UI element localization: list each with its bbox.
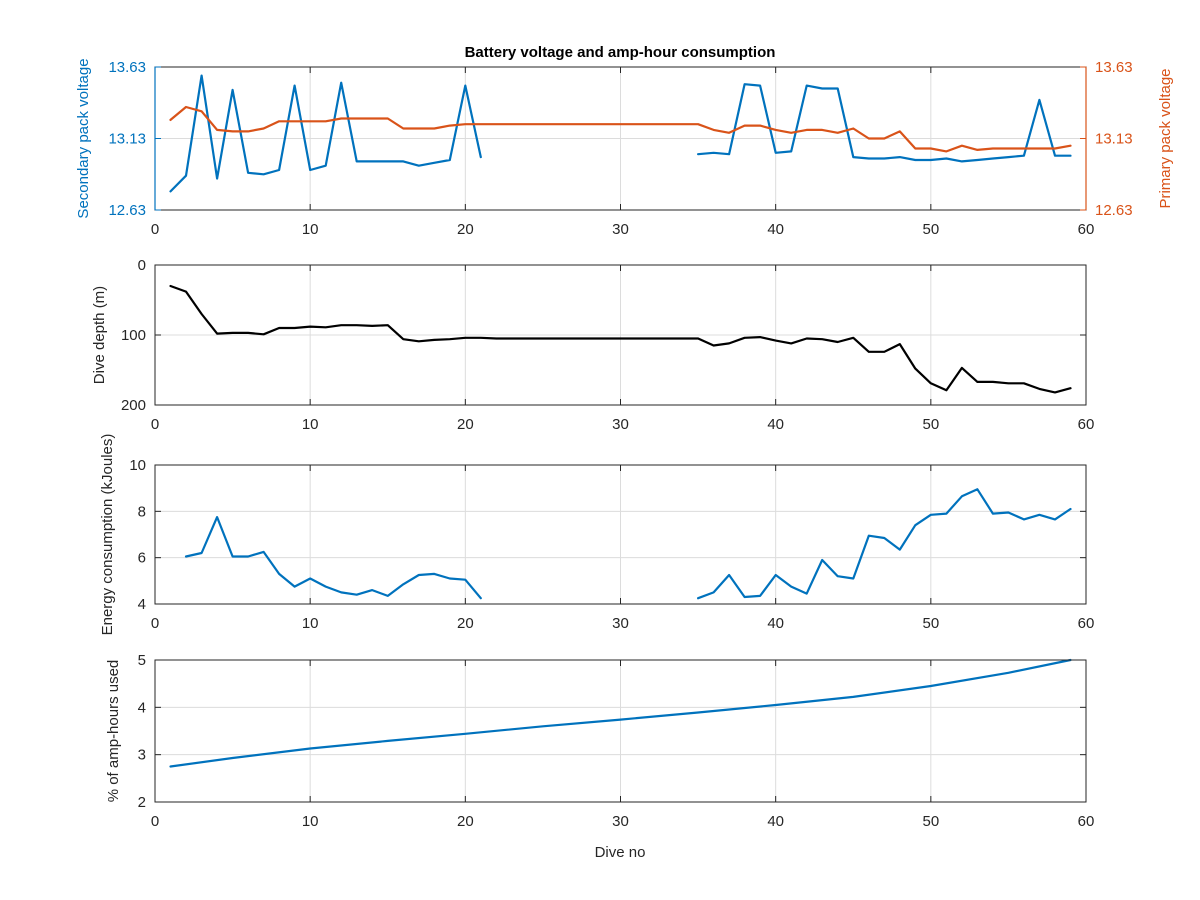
amphours-ytick-label-1: 3	[138, 747, 146, 764]
depth-ytick-label-2: 200	[121, 397, 146, 414]
amphours-xtick-label-1: 10	[302, 813, 319, 830]
depth-xtick-label-6: 60	[1078, 416, 1095, 433]
energy-ytick-label-3: 10	[129, 457, 146, 474]
depth-ytick-label-1: 100	[121, 327, 146, 344]
depth-y-axis-label: Dive depth (m)	[91, 286, 108, 384]
energy-xtick-label-3: 30	[612, 615, 629, 632]
energy-xtick-label-1: 10	[302, 615, 319, 632]
depth-xtick-label-0: 0	[151, 416, 159, 433]
amphours-xtick-label-2: 20	[457, 813, 474, 830]
amphours-series-0-line	[169, 658, 1072, 768]
energy-xtick-label-0: 0	[151, 615, 159, 632]
voltage-xtick-label-4: 40	[767, 221, 784, 238]
energy-xtick-label-2: 20	[457, 615, 474, 632]
amphours-xtick-label-4: 40	[767, 813, 784, 830]
voltage-xtick-label-1: 10	[302, 221, 319, 238]
depth-xtick-label-4: 40	[767, 416, 784, 433]
depth-panel: 0 10 20 30 40 50 60 0 100 200 Dive depth (m)	[91, 257, 1094, 433]
depth-series-0-line	[169, 284, 1072, 394]
voltage-ytick-label-2: 13.63	[108, 59, 146, 76]
amphours-panel: 0 10 20 30 40 50 60 2 3 4 5 % of amp-hours used	[105, 652, 1094, 830]
voltage-xtick-label-3: 30	[612, 221, 629, 238]
amphours-ytick-label-3: 5	[138, 652, 146, 669]
voltage-series-1-line	[169, 105, 1072, 153]
x-axis-label: Dive no	[595, 844, 646, 861]
voltage-ytick-right-label-2: 13.63	[1095, 59, 1133, 76]
energy-xtick-label-4: 40	[767, 615, 784, 632]
depth-xtick-label-3: 30	[612, 416, 629, 433]
depth-xtick-label-5: 50	[922, 416, 939, 433]
energy-series-0-line	[184, 488, 1072, 600]
amphours-ytick-label-2: 4	[138, 699, 146, 716]
voltage-ytick-right-label-0: 12.63	[1095, 202, 1133, 219]
voltage-xtick-label-6: 60	[1078, 221, 1095, 238]
energy-y-axis-label: Energy consumption (kJoules)	[99, 434, 116, 636]
amphours-xtick-label-6: 60	[1078, 813, 1095, 830]
energy-ytick-label-0: 4	[138, 596, 146, 613]
chart-title: Battery voltage and amp-hour consumption	[465, 44, 776, 61]
voltage-ytick-label-0: 12.63	[108, 202, 146, 219]
voltage-y-axis-label-right: Primary pack voltage	[1157, 68, 1174, 208]
depth-xtick-label-2: 20	[457, 416, 474, 433]
voltage-panel: 0 10 20 30 40 50 6012.6313.1313.6312.6313.1313…	[75, 58, 1174, 238]
voltage-xtick-label-5: 50	[922, 221, 939, 238]
amphours-ytick-label-0: 2	[138, 794, 146, 811]
amphours-xtick-label-3: 30	[612, 813, 629, 830]
depth-ytick-label-0: 0	[138, 257, 146, 274]
amphours-xtick-label-0: 0	[151, 813, 159, 830]
energy-panel: 0 10 20 30 40 50 60 4 6 8 10 Energy consumption (kJ…	[99, 434, 1094, 636]
voltage-xtick-label-2: 20	[457, 221, 474, 238]
voltage-xtick-label-0: 0	[151, 221, 159, 238]
energy-ytick-label-1: 6	[138, 550, 146, 567]
voltage-ytick-label-1: 13.13	[108, 131, 146, 148]
amphours-y-axis-label: % of amp-hours used	[105, 660, 122, 803]
amphours-xtick-label-5: 50	[922, 813, 939, 830]
energy-ytick-label-2: 8	[138, 503, 146, 520]
voltage-y-axis-label: Secondary pack voltage	[75, 58, 92, 218]
energy-xtick-label-6: 60	[1078, 615, 1095, 632]
energy-xtick-label-5: 50	[922, 615, 939, 632]
voltage-ytick-right-label-1: 13.13	[1095, 131, 1133, 148]
voltage-series-0-line	[169, 74, 1072, 193]
depth-xtick-label-1: 10	[302, 416, 319, 433]
